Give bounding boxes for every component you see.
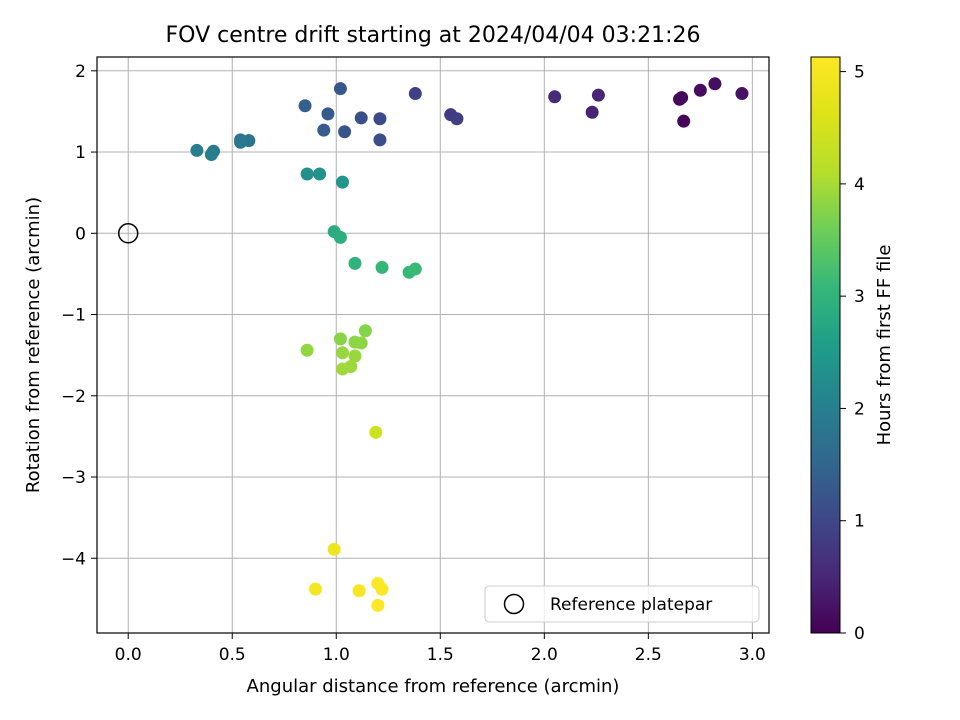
x-tick-label: 0.5: [219, 645, 246, 665]
colorbar-label: Hours from first FF file: [874, 245, 895, 446]
data-point: [348, 256, 362, 270]
colorbar-tick-label: 5: [854, 63, 865, 83]
data-point: [234, 135, 248, 149]
data-point: [354, 111, 368, 125]
data-point: [300, 343, 314, 357]
data-point: [333, 332, 347, 346]
data-point: [308, 582, 322, 596]
x-axis-label: Angular distance from reference (arcmin): [247, 676, 620, 697]
data-point: [317, 123, 331, 137]
data-point: [327, 542, 341, 556]
data-point: [375, 260, 389, 274]
y-tick-label: 1: [75, 143, 86, 163]
reference-point: [117, 223, 139, 244]
data-point: [371, 598, 385, 612]
data-point: [335, 362, 349, 376]
data-point: [204, 147, 218, 161]
data-point: [358, 324, 372, 338]
plot-frame: [96, 56, 770, 634]
data-point: [298, 99, 312, 113]
chart-title: FOV centre drift starting at 2024/04/04 …: [166, 23, 701, 48]
data-point: [321, 107, 335, 121]
x-tick-label: 0.0: [115, 645, 142, 665]
colorbar-tick-label: 2: [854, 399, 865, 419]
y-tick-label: 2: [75, 62, 86, 82]
data-point: [675, 91, 689, 105]
colorbar-ticks: 0 1 2 3 4 5: [840, 63, 865, 644]
data-point: [450, 112, 464, 126]
y-tick-label: −3: [61, 468, 86, 488]
y-tick-label: −1: [61, 306, 86, 326]
data-points: [190, 77, 749, 612]
y-tick-label: −2: [61, 387, 86, 407]
data-point: [338, 125, 352, 139]
data-point: [677, 114, 691, 128]
data-point: [333, 230, 347, 244]
data-point: [693, 83, 707, 97]
data-point: [352, 584, 366, 598]
data-point: [300, 167, 314, 181]
x-tick-label: 2.5: [635, 645, 662, 665]
data-point: [369, 425, 383, 439]
data-point: [375, 582, 389, 596]
data-point: [373, 112, 387, 126]
data-point: [708, 77, 722, 91]
data-point: [591, 88, 605, 102]
legend-marker-reference: [503, 593, 525, 615]
y-tick-label: −4: [61, 549, 86, 569]
data-point: [348, 349, 362, 363]
reference-marker: [117, 223, 139, 244]
y-tick-label: 0: [75, 224, 86, 244]
data-point: [548, 90, 562, 104]
data-point: [354, 336, 368, 350]
colorbar-tick-label: 3: [854, 287, 865, 307]
colorbar-tick-label: 1: [854, 512, 865, 532]
data-point: [190, 143, 204, 157]
data-point: [335, 346, 349, 360]
data-point: [333, 82, 347, 96]
legend: Reference platepar: [484, 585, 760, 623]
data-point: [335, 175, 349, 189]
data-point: [408, 87, 422, 101]
colorbar: 0 1 2 3 4 5 Hours from first FF file: [810, 56, 895, 644]
legend-box: [484, 585, 760, 623]
legend-label-reference: Reference platepar: [550, 595, 712, 615]
data-point: [373, 133, 387, 147]
y-axis-label: Rotation from reference (arcmin): [23, 197, 44, 493]
x-tick-label: 1.5: [427, 645, 454, 665]
data-point: [585, 105, 599, 119]
data-point: [735, 87, 749, 101]
y-axis-ticks: −4 −3 −2 −1 0 1 2: [61, 62, 97, 569]
x-tick-label: 2.0: [531, 645, 558, 665]
x-tick-label: 1.0: [323, 645, 350, 665]
colorbar-tick-label: 0: [854, 624, 865, 644]
x-axis-ticks: 0.0 0.5 1.0 1.5 2.0 2.5 3.0: [115, 633, 766, 665]
colorbar-tick-label: 4: [854, 175, 865, 195]
colorbar-gradient: [810, 56, 841, 634]
grid: [97, 57, 769, 633]
data-point: [313, 167, 327, 181]
data-point: [408, 262, 422, 276]
x-tick-label: 3.0: [739, 645, 766, 665]
